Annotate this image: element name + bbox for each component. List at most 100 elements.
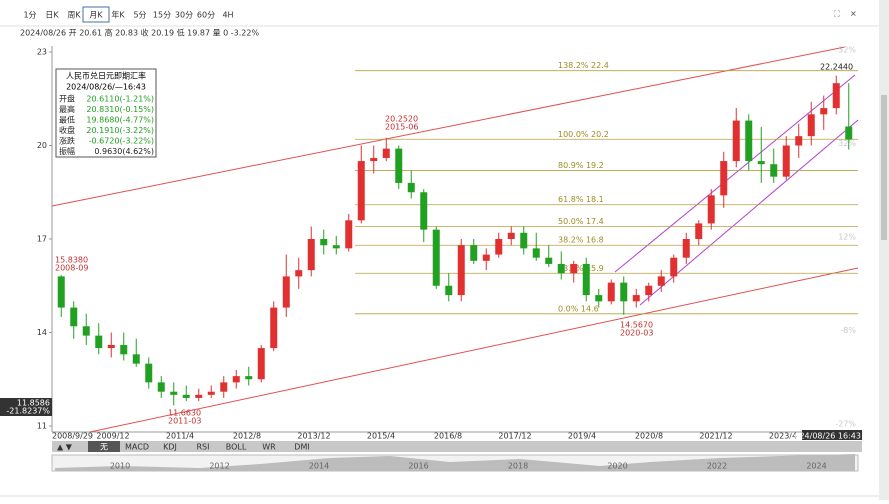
fib-label: 100.0% 20.2 [558,130,609,139]
x-tick-label: 2015/4 [367,432,395,441]
crosshair-pct: -21.8237% [6,407,50,416]
navigator-year: 2024 [806,462,826,471]
indicator-tab[interactable] [220,441,252,452]
candle-body [457,245,465,296]
indicator-tab[interactable] [187,441,219,452]
candle-body [445,285,453,296]
candle-body [395,148,403,183]
indicator-tab[interactable] [154,441,186,452]
toolbar-button[interactable]: 60分 [197,11,215,20]
info-row-value: 20.1910(-3.22%) [86,126,154,135]
info-row-label: 最低 [59,115,75,125]
annotation-date: 2011-03 [168,417,201,426]
fib-label: 0.0% 14.6 [558,304,599,313]
fullscreen-icon[interactable]: ⛶ [833,10,840,19]
candle-body [270,307,278,349]
candle-body [145,363,153,383]
candle-body [70,307,78,327]
annotation-value: 11.6630 [168,409,201,418]
indicator-tab[interactable] [88,441,120,452]
candle-body [507,232,515,239]
info-row-label: 开盘 [59,94,75,104]
scroll-thumb[interactable] [881,95,887,240]
info-row-label: 涨跌 [59,136,75,146]
channel-top [51,46,846,207]
candle-body [107,344,115,349]
x-tick-label: 2017/12 [498,432,531,441]
candle-body [157,382,165,392]
toolbar-button[interactable]: 30分 [175,11,193,20]
candle-body [95,335,103,349]
indicator-tab-label: MACD [125,443,149,452]
candle-body [545,257,553,264]
candle-body [657,276,665,286]
annotation-date: 2015-06 [385,123,418,132]
right-axis-label: 12% [838,233,856,242]
info-row-label: 收盘 [59,125,75,135]
x-tick-label: 2021/12 [699,432,732,441]
candle-body [382,148,390,158]
indicator-tab[interactable] [253,441,285,452]
annotation-date: 2008-09 [55,264,88,273]
info-row-value: 0.9630(4.62%) [94,147,154,156]
indicator-tab[interactable] [286,441,318,452]
candle-body [82,326,90,336]
x-tick-label: 2008/9/29 [52,432,93,441]
candle-body [120,344,128,355]
toolbar-selected [82,6,110,23]
candle-body [595,295,603,302]
y-tick-label: 17 [37,235,47,244]
crosshair-box [0,398,52,416]
tab-arrows[interactable]: ▲ ▼ [57,443,73,452]
info-row-value: 19.8680(-4.77%) [86,116,154,125]
navigator-year: 2014 [309,462,329,471]
candle-body [357,161,365,221]
toolbar-button[interactable]: 月K [89,11,103,20]
candle-body [757,161,765,165]
candle-body [782,145,790,177]
indicator-tab-label: DMI [294,443,309,452]
toolbar-button[interactable]: 日K [45,11,59,20]
candle-body [695,223,703,239]
toolbar-button[interactable]: 年K [111,10,125,20]
indicator-tab-label: WR [262,443,276,452]
crosshair-value: 11.8586 [17,399,50,408]
fib-label: 38.2% 16.8 [558,236,604,245]
toolbar-button[interactable]: 5分 [133,11,146,20]
toolbar-button[interactable]: 周K [67,11,81,20]
indicator-tab-label: RSI [197,443,210,452]
scrollbar [879,0,889,500]
candle-body [745,120,753,162]
right-axis-label: -8% [840,326,856,335]
candle-body [220,382,228,392]
toolbar-button[interactable]: 4H [222,11,233,20]
candle-body [495,239,503,255]
close-icon[interactable]: ✕ [850,10,857,19]
x-tick-label: 2024/08/26 16:43 [789,432,861,441]
candle-body [770,164,778,177]
fib-label: 80.9% 19.2 [558,161,604,170]
candle-body [232,376,240,383]
x-tick-label: 2020/8 [635,432,663,441]
candle-body [620,282,628,302]
navigator-year: 2022 [707,462,727,471]
fib-label: 138.2% 22.4 [558,61,609,70]
navigator-year: 2018 [508,462,528,471]
candle-body [832,83,840,109]
candle-body [582,263,590,296]
trend-upper [614,74,856,273]
candle-body [707,195,715,224]
indicator-tab[interactable] [121,441,153,452]
info-row-label: 振幅 [59,146,75,156]
toolbar-button[interactable]: 15分 [153,11,171,20]
x-tick-label: 2023/4 [769,432,797,441]
candle-body [607,282,615,302]
navigator-year: 2016 [408,462,428,471]
candle-body [132,354,140,364]
info-row-value: 20.8310(-0.15%) [86,105,154,114]
candle-body [282,276,290,308]
toolbar-button[interactable]: 1分 [23,11,36,20]
fib-label: 61.8% 18.1 [558,195,604,204]
y-tick-label: 20 [37,141,47,150]
